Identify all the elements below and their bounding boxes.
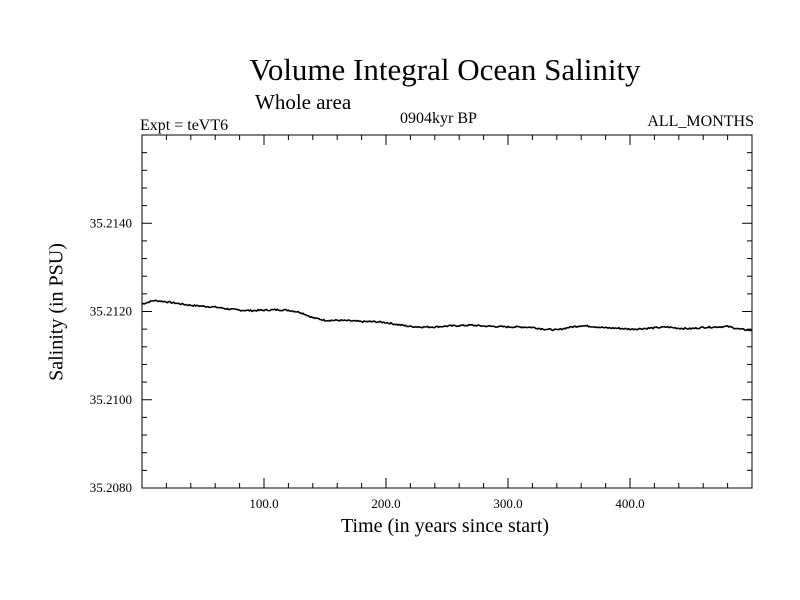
chart-subtitle: Whole area: [255, 90, 352, 114]
y-tick-label: 35.2120: [90, 304, 132, 319]
experiment-label: Expt = teVT6: [140, 117, 229, 134]
axis-ticks: [142, 134, 752, 489]
x-tick-label: 300.0: [493, 496, 522, 511]
period-label: 0904kyr BP: [400, 110, 477, 127]
chart-title: Volume Integral Ocean Salinity: [249, 52, 641, 87]
x-tick-label: 100.0: [249, 496, 278, 511]
x-tick-label: 200.0: [371, 496, 400, 511]
axis-tick-labels: 35.2080 35.2100 35.2120 35.2140 100.0 200.0 30…: [90, 215, 645, 511]
series-line-0: [141, 299, 753, 332]
x-axis-label: Time (in years since start): [340, 515, 550, 537]
series-layer: [141, 299, 753, 332]
y-tick-label: 35.2080: [90, 480, 132, 495]
y-tick-label: 35.2100: [90, 392, 132, 407]
x-tick-label: 400.0: [615, 496, 644, 511]
months-label: ALL_MONTHS: [647, 113, 754, 130]
y-tick-label: 35.2140: [90, 215, 132, 230]
plot-frame: [141, 134, 753, 489]
